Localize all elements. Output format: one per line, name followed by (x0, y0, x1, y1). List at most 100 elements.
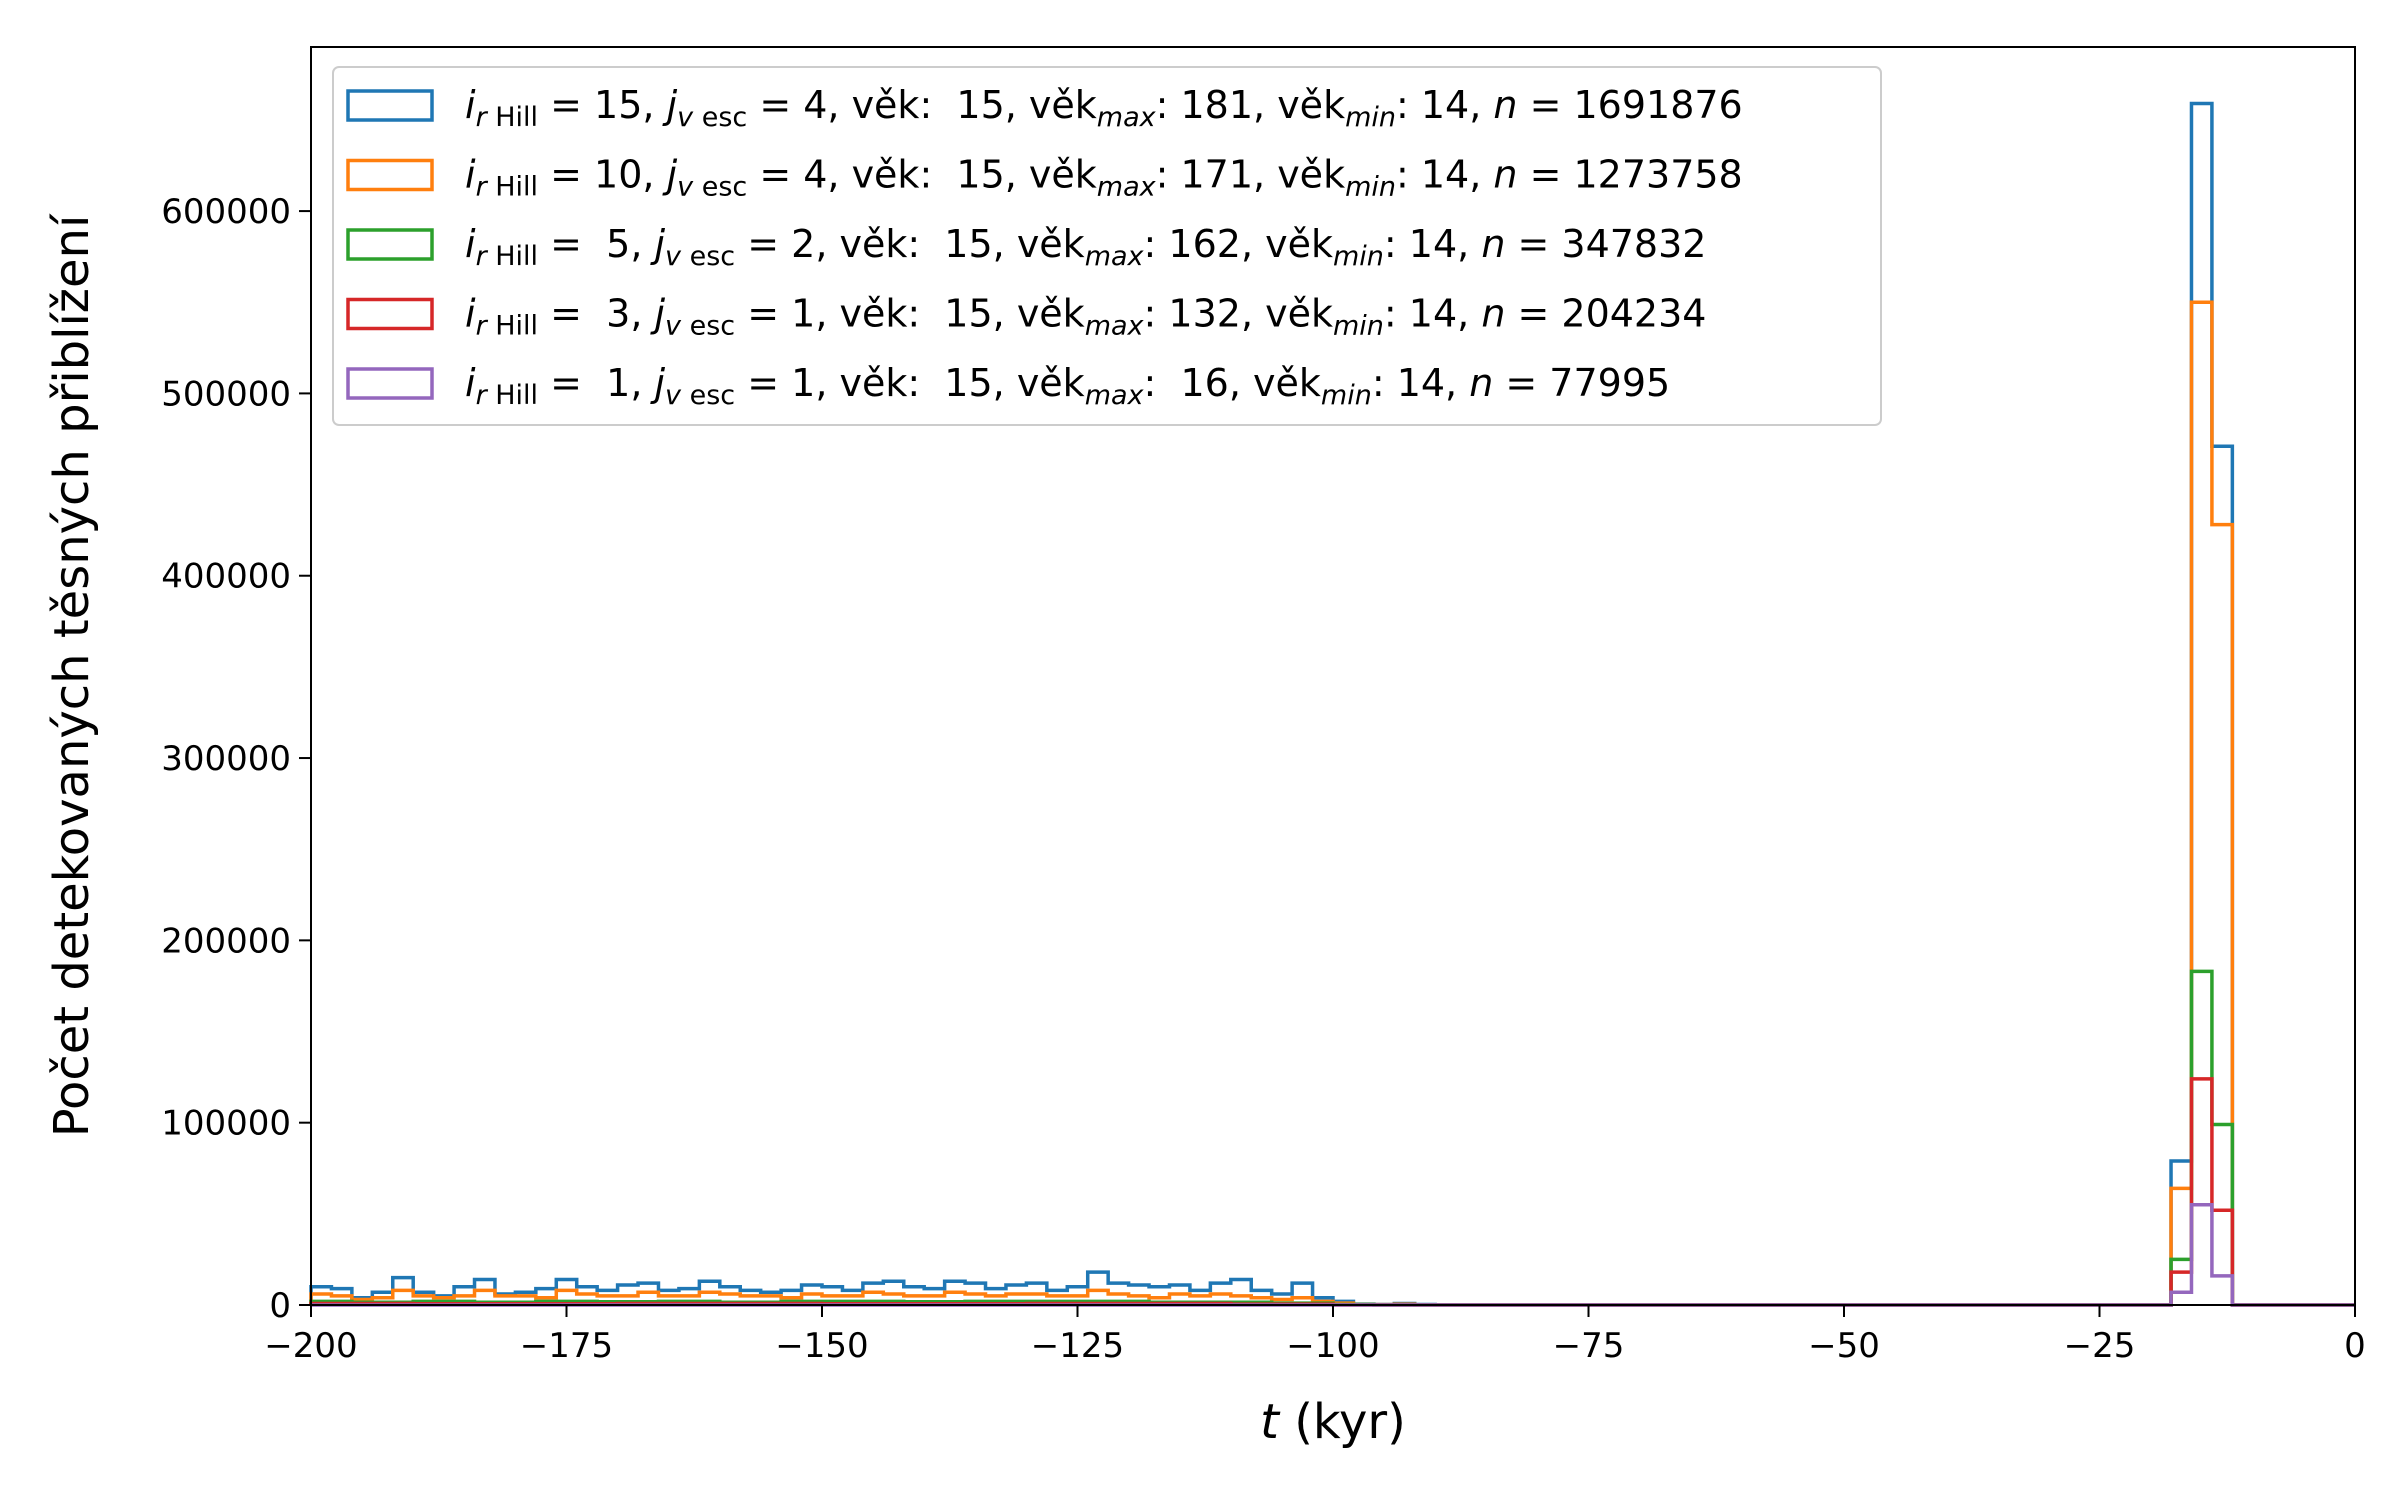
legend-value: : 14, (1396, 153, 1493, 197)
legend-value: : 14, (1396, 83, 1493, 127)
y-tick-label: 400000 (161, 557, 291, 597)
y-axis: 0 100000 200000 300000 400000 500000 600000 (161, 192, 311, 1326)
legend-value: = 2, věk: 15, věk (735, 222, 1085, 266)
legend-symbol: n (1481, 222, 1505, 266)
legend-subscript: min (1333, 241, 1384, 272)
x-tick-label: −150 (775, 1326, 868, 1366)
legend-value: = 347832 (1505, 222, 1706, 266)
legend-subscript: esc (681, 311, 735, 342)
legend-swatch (346, 297, 434, 331)
y-tick-label: 500000 (161, 374, 291, 414)
legend-subscript: max (1097, 102, 1157, 133)
legend-swatch (346, 89, 434, 122)
y-tick-label: 300000 (161, 739, 291, 779)
legend-value: = 15, (538, 83, 667, 127)
legend-subscript: Hill (487, 311, 538, 342)
legend-entry: ir Hill = 5, jv esc = 2, věk: 15, věkmax… (465, 222, 1706, 272)
legend-subscript: Hill (487, 380, 538, 411)
legend-symbol: i (465, 361, 476, 405)
legend-subscript: esc (681, 241, 735, 272)
legend-value: : 171, věk (1156, 153, 1345, 197)
legend-subscript: Hill (487, 241, 538, 272)
legend-value: : 132, věk (1144, 292, 1333, 336)
legend-entry: ir Hill = 15, jv esc = 4, věk: 15, věkma… (465, 83, 1743, 133)
y-tick-label: 600000 (161, 192, 291, 232)
legend-frame (332, 66, 1882, 426)
y-tick-label: 200000 (161, 921, 291, 961)
legend-subscript: min (1321, 380, 1372, 411)
legend-subscript: min (1345, 172, 1396, 203)
legend-subscript: Hill (487, 102, 538, 133)
legend-value: : 162, věk (1144, 222, 1333, 266)
legend-symbol: n (1481, 292, 1505, 336)
x-axis: −200 −175 −150 −125 −100 −75 −50 −25 0 (264, 1305, 2366, 1366)
legend-subscript: r (476, 380, 489, 411)
legend: ir Hill = 15, jv esc = 4, věk: 15, věkma… (332, 66, 1882, 426)
x-axis-label: t (kyr) (1260, 1394, 1406, 1450)
legend-entry: ir Hill = 3, jv esc = 1, věk: 15, věkmax… (465, 292, 1706, 342)
y-tick-label: 100000 (161, 1104, 291, 1144)
legend-value: = 1, věk: 15, věk (735, 292, 1085, 336)
legend-swatch (346, 158, 434, 192)
legend-swatch (346, 367, 434, 400)
legend-symbol: n (1469, 361, 1493, 405)
x-tick-label: −100 (1286, 1326, 1379, 1366)
legend-subscript: r (476, 241, 489, 272)
legend-value: : 16, věk (1144, 361, 1321, 405)
legend-value: = 1273758 (1518, 153, 1743, 197)
x-tick-label: −50 (1808, 1326, 1880, 1366)
legend-subscript: v (665, 380, 682, 411)
legend-value: = 10, (538, 153, 667, 197)
legend-entry: ir Hill = 1, jv esc = 1, věk: 15, věkmax… (465, 361, 1670, 411)
legend-symbol: i (465, 292, 476, 336)
y-tick-label: 0 (269, 1286, 291, 1326)
legend-subscript: min (1345, 102, 1396, 133)
x-tick-label: −75 (1553, 1326, 1625, 1366)
legend-value: : 181, věk (1156, 83, 1345, 127)
legend-swatch (346, 228, 434, 261)
legend-subscript: max (1085, 311, 1145, 342)
x-tick-label: −125 (1031, 1326, 1124, 1366)
legend-value: = 77995 (1493, 361, 1670, 405)
legend-subscript: v (677, 172, 694, 203)
legend-subscript: r (476, 172, 489, 203)
legend-subscript: esc (693, 102, 747, 133)
x-tick-label: −200 (264, 1326, 357, 1366)
legend-subscript: Hill (487, 172, 538, 203)
legend-value: : 14, (1384, 292, 1481, 336)
legend-value: = 4, věk: 15, věk (747, 83, 1097, 127)
legend-subscript: min (1333, 311, 1384, 342)
legend-value: : 14, (1372, 361, 1469, 405)
legend-symbol: i (465, 153, 476, 197)
legend-subscript: r (476, 102, 489, 133)
legend-symbol: i (465, 83, 476, 127)
legend-symbol: i (465, 222, 476, 266)
legend-value: = 5, (538, 222, 654, 266)
legend-subscript: esc (681, 380, 735, 411)
legend-subscript: v (665, 241, 682, 272)
x-axis-label-variable: t (1260, 1394, 1281, 1450)
legend-subscript: r (476, 311, 489, 342)
y-axis-label: Počet detekovaných těsných přiblížení (44, 213, 100, 1137)
legend-value: = 1, věk: 15, věk (735, 361, 1085, 405)
legend-value: : 14, (1384, 222, 1481, 266)
x-axis-label-unit: (kyr) (1279, 1394, 1406, 1450)
legend-subscript: max (1085, 380, 1145, 411)
legend-value: = 3, (538, 292, 654, 336)
x-tick-label: −175 (520, 1326, 613, 1366)
legend-subscript: v (665, 311, 682, 342)
legend-subscript: max (1097, 172, 1157, 203)
legend-subscript: esc (693, 172, 747, 203)
legend-subscript: max (1085, 241, 1145, 272)
legend-symbol: n (1493, 153, 1517, 197)
legend-subscript: v (677, 102, 694, 133)
legend-value: = 4, věk: 15, věk (747, 153, 1097, 197)
x-tick-label: 0 (2344, 1326, 2366, 1366)
legend-value: = 1691876 (1518, 83, 1743, 127)
legend-symbol: n (1493, 83, 1517, 127)
x-tick-label: −25 (2064, 1326, 2136, 1366)
legend-value: = 1, (538, 361, 654, 405)
legend-value: = 204234 (1505, 292, 1706, 336)
legend-entry: ir Hill = 10, jv esc = 4, věk: 15, věkma… (465, 153, 1743, 203)
